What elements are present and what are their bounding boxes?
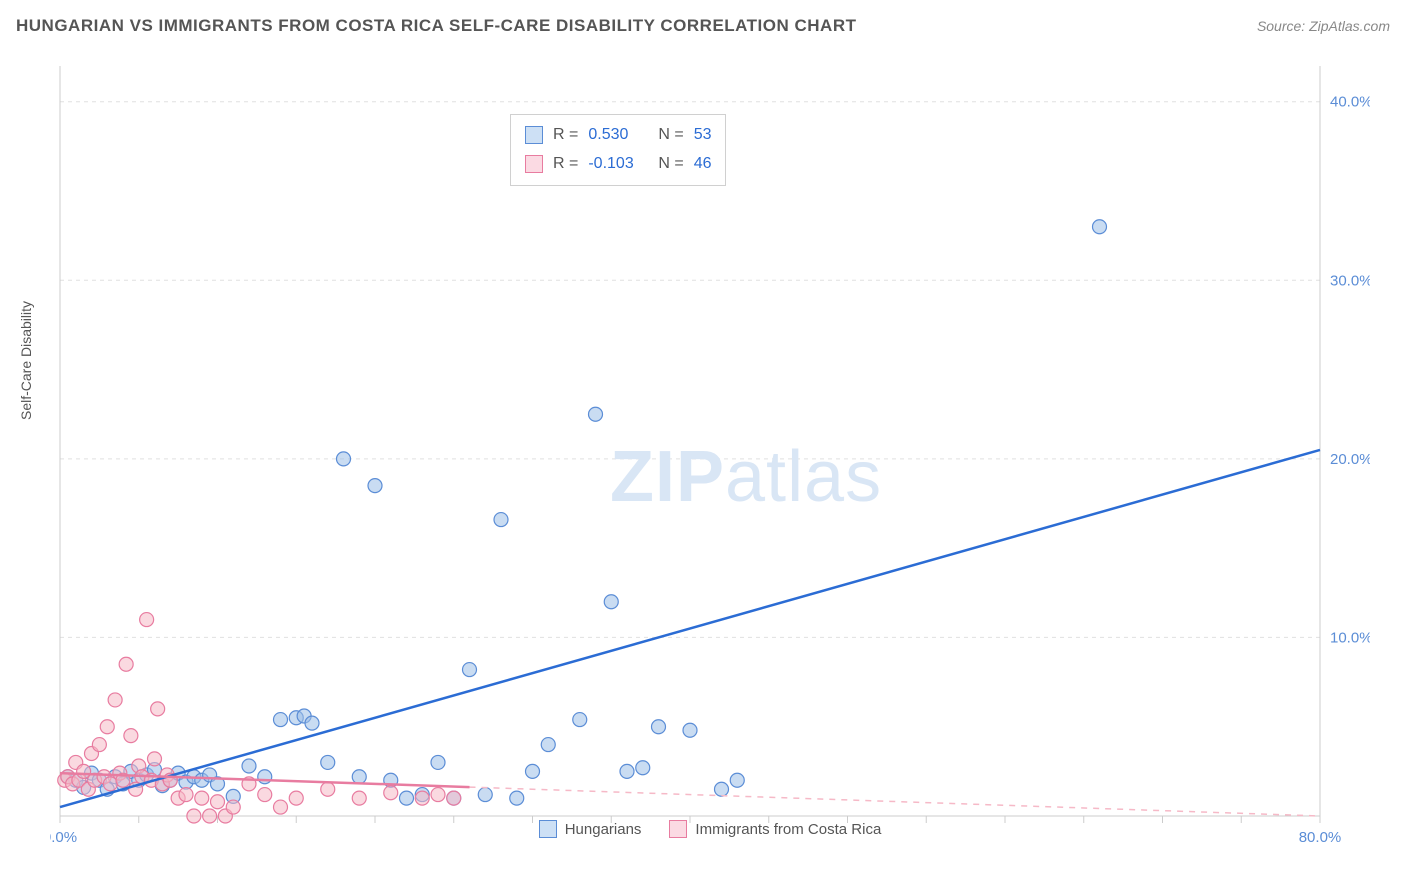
stats-legend: R = 0.530 N = 53 R = -0.103 N = 46 — [510, 114, 726, 186]
legend-label: Hungarians — [565, 821, 642, 838]
r-value: -0.103 — [588, 150, 648, 179]
r-value: 0.530 — [588, 121, 648, 150]
swatch-blue-icon — [525, 126, 543, 144]
swatch-pink-icon — [669, 820, 687, 838]
watermark-light: atlas — [725, 437, 882, 517]
legend-label: Immigrants from Costa Rica — [695, 821, 881, 838]
watermark: ZIPatlas — [610, 436, 882, 518]
plot-area: 10.0%20.0%30.0%40.0%0.0%80.0% R = 0.530 … — [50, 56, 1370, 846]
stats-row-costarica: R = -0.103 N = 46 — [525, 150, 711, 179]
y-axis-label: Self-Care Disability — [18, 301, 34, 420]
n-value: 46 — [694, 150, 712, 179]
n-value: 53 — [694, 121, 712, 150]
series-legend: Hungarians Immigrants from Costa Rica — [50, 820, 1370, 838]
chart-header: HUNGARIAN VS IMMIGRANTS FROM COSTA RICA … — [16, 16, 1390, 36]
source-attribution: Source: ZipAtlas.com — [1257, 18, 1390, 34]
stats-row-hungarians: R = 0.530 N = 53 — [525, 121, 711, 150]
swatch-blue-icon — [539, 820, 557, 838]
n-label: N = — [658, 150, 683, 179]
n-label: N = — [658, 121, 683, 150]
watermark-bold: ZIP — [610, 437, 725, 517]
r-label: R = — [553, 121, 578, 150]
svg-text:10.0%: 10.0% — [1330, 629, 1370, 646]
chart-title: HUNGARIAN VS IMMIGRANTS FROM COSTA RICA … — [16, 16, 857, 36]
svg-text:40.0%: 40.0% — [1330, 94, 1370, 111]
legend-item-hungarians: Hungarians — [539, 820, 642, 838]
swatch-pink-icon — [525, 155, 543, 173]
svg-text:30.0%: 30.0% — [1330, 272, 1370, 289]
r-label: R = — [553, 150, 578, 179]
legend-item-costarica: Immigrants from Costa Rica — [669, 820, 881, 838]
svg-text:20.0%: 20.0% — [1330, 451, 1370, 468]
